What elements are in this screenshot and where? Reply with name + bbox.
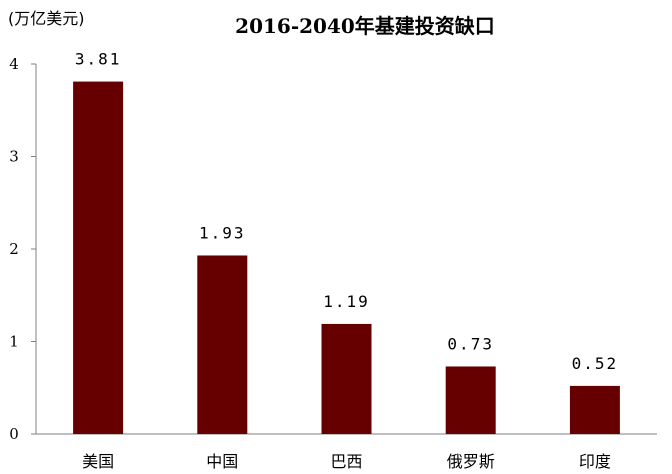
y-tick-label: 3 (9, 148, 19, 166)
chart-title: 2016-2040年基建投资缺口 (235, 14, 495, 38)
x-category-label: 美国 (82, 452, 114, 471)
data-label: 0.52 (572, 354, 619, 373)
data-label: 0.73 (447, 334, 494, 353)
data-label: 1.93 (199, 223, 246, 242)
bar (197, 255, 248, 434)
bar (73, 81, 124, 434)
x-category-label: 印度 (579, 452, 611, 471)
x-category-label: 俄罗斯 (447, 452, 495, 471)
bar (321, 323, 372, 434)
y-tick-label: 1 (9, 333, 19, 351)
bar (569, 385, 620, 434)
y-tick-labels: 0 1 2 3 4 (9, 55, 19, 443)
y-axis-unit-label: (万亿美元) (8, 9, 85, 28)
data-labels: 3.81 1.93 1.19 0.73 0.52 (75, 50, 619, 373)
category-labels: 美国 中国 巴西 俄罗斯 印度 (82, 452, 611, 471)
y-tick-label: 0 (9, 425, 19, 443)
y-tick-label: 4 (9, 55, 19, 73)
data-label: 1.19 (323, 292, 370, 311)
data-label: 3.81 (75, 50, 122, 69)
bars (73, 81, 620, 434)
bar (445, 366, 496, 434)
y-tick-label: 2 (9, 240, 19, 258)
x-category-label: 中国 (206, 452, 238, 471)
x-category-label: 巴西 (330, 452, 362, 471)
